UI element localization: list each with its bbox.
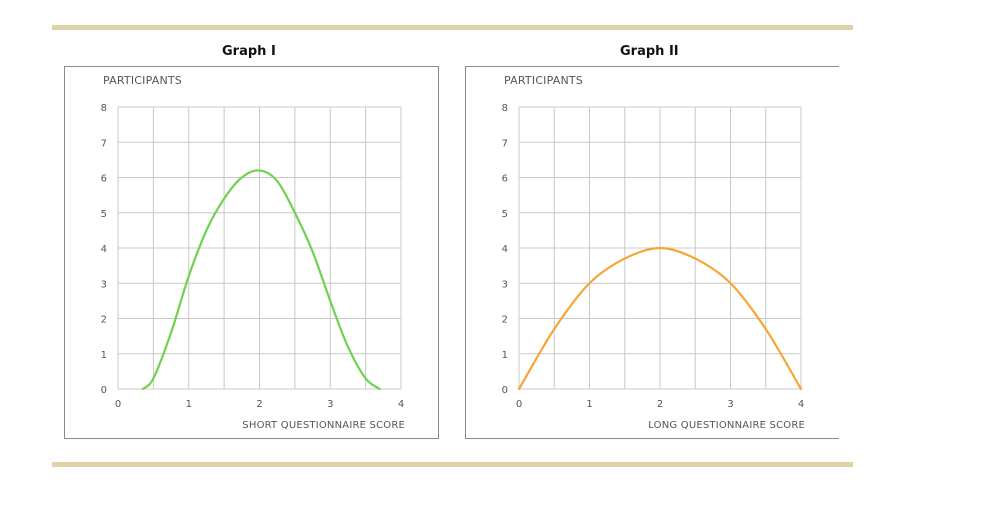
bottom-divider (52, 462, 853, 467)
x-axis-label: LONG QUESTIONNAIRE SCORE (648, 420, 805, 431)
x-tick-label: 4 (398, 399, 404, 410)
y-tick-label: 0 (101, 385, 107, 396)
x-tick-label: 0 (516, 399, 522, 410)
y-tick-label: 3 (502, 279, 508, 290)
y-tick-label: 8 (502, 103, 508, 114)
graph-2-panel: PARTICIPANTS 0 1 2 3 4 5 6 7 8 0 1 2 3 4 LONG QUESTIONN… (465, 66, 839, 439)
y-axis-label: PARTICIPANTS (504, 74, 583, 87)
y-tick-label: 2 (502, 315, 508, 326)
y-tick-label: 8 (101, 103, 107, 114)
y-axis-label: PARTICIPANTS (103, 74, 182, 87)
y-tick-label: 2 (101, 315, 107, 326)
graph-2-title: Graph II (620, 44, 679, 59)
y-tick-label: 5 (502, 209, 508, 220)
y-tick-label: 6 (101, 174, 107, 185)
graph-2-chart: PARTICIPANTS 0 1 2 3 4 5 6 7 8 0 1 2 3 4 LONG QUESTIONN… (502, 74, 805, 431)
series-line (517, 246, 803, 391)
y-tick-label: 0 (502, 385, 508, 396)
x-axis-label: SHORT QUESTIONNAIRE SCORE (242, 420, 405, 431)
x-tick-label: 1 (186, 399, 192, 410)
graph-1-title: Graph I (222, 44, 276, 59)
x-tick-label: 4 (798, 399, 804, 410)
x-tick-label: 0 (115, 399, 121, 410)
graph-1-panel: PARTICIPANTS 0 1 2 3 4 5 6 7 8 0 1 2 3 4 SHORT QUESTION… (64, 66, 439, 439)
x-tick-label: 3 (727, 399, 733, 410)
top-divider (52, 25, 853, 30)
y-tick-label: 4 (502, 244, 508, 255)
y-tick-label: 1 (502, 350, 508, 361)
series-line (141, 169, 381, 391)
y-tick-label: 3 (101, 279, 107, 290)
grid (518, 106, 802, 390)
y-tick-label: 5 (101, 209, 107, 220)
y-tick-label: 7 (101, 138, 107, 149)
y-tick-label: 1 (101, 350, 107, 361)
x-tick-label: 1 (586, 399, 592, 410)
y-tick-label: 6 (502, 174, 508, 185)
graph-1-chart: PARTICIPANTS 0 1 2 3 4 5 6 7 8 0 1 2 3 4 SHORT QUESTION… (101, 74, 405, 431)
x-tick-label: 2 (657, 399, 663, 410)
x-tick-label: 3 (327, 399, 333, 410)
grid (117, 106, 402, 390)
y-tick-label: 7 (502, 138, 508, 149)
y-tick-label: 4 (101, 244, 107, 255)
x-tick-label: 2 (256, 399, 262, 410)
